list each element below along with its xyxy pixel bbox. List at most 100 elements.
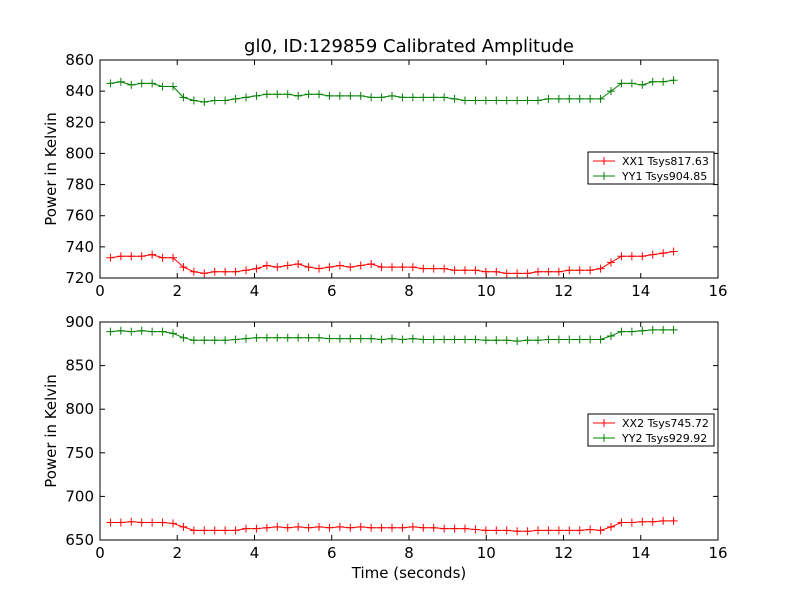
data-point bbox=[388, 91, 397, 100]
data-point bbox=[179, 333, 188, 342]
data-point bbox=[586, 94, 595, 103]
data-point bbox=[450, 266, 459, 275]
data-point bbox=[346, 523, 355, 532]
data-point bbox=[304, 333, 313, 342]
data-point bbox=[335, 91, 344, 100]
data-point bbox=[346, 334, 355, 343]
legend-label: YY1 Tsys904.85 bbox=[621, 170, 707, 183]
data-point bbox=[638, 326, 647, 335]
data-point bbox=[471, 335, 480, 344]
data-point bbox=[148, 79, 157, 88]
data-point bbox=[137, 79, 146, 88]
data-point bbox=[502, 526, 511, 535]
y-tick-label: 720 bbox=[65, 269, 94, 287]
data-point bbox=[189, 267, 198, 276]
data-point bbox=[669, 516, 678, 525]
data-point bbox=[481, 267, 490, 276]
y-tick-label: 650 bbox=[65, 531, 94, 549]
data-point bbox=[440, 93, 449, 102]
data-point bbox=[325, 334, 334, 343]
data-point bbox=[398, 335, 407, 344]
data-point bbox=[513, 527, 522, 536]
data-point bbox=[471, 266, 480, 275]
x-tick-label: 10 bbox=[477, 544, 496, 562]
data-point bbox=[471, 525, 480, 534]
data-point bbox=[335, 522, 344, 531]
data-point bbox=[502, 96, 511, 105]
x-tick-label: 0 bbox=[95, 544, 105, 562]
data-point bbox=[252, 524, 261, 533]
data-point bbox=[335, 261, 344, 270]
data-point bbox=[648, 77, 657, 86]
legend-box bbox=[587, 151, 715, 185]
y-tick-label: 860 bbox=[65, 51, 94, 69]
data-point bbox=[607, 258, 616, 267]
data-point bbox=[148, 250, 157, 259]
data-point bbox=[429, 93, 438, 102]
data-point bbox=[179, 522, 188, 531]
data-point bbox=[627, 518, 636, 527]
data-point bbox=[356, 522, 365, 531]
y-tick-label: 800 bbox=[65, 144, 94, 162]
x-tick-label: 16 bbox=[708, 282, 727, 300]
data-point bbox=[659, 77, 668, 86]
data-point bbox=[158, 518, 167, 527]
top-plot: 0 2 4 6 8 10 12 14 16 720 740 760 780 800 820 840 860 XX1… bbox=[65, 51, 727, 300]
y-tick-label: 850 bbox=[65, 357, 94, 375]
data-point bbox=[534, 267, 543, 276]
data-point bbox=[575, 526, 584, 535]
data-point bbox=[659, 325, 668, 334]
data-point bbox=[127, 517, 136, 526]
y-tick-label: 750 bbox=[65, 444, 94, 462]
data-point bbox=[607, 331, 616, 340]
data-point bbox=[200, 98, 209, 107]
data-point bbox=[471, 96, 480, 105]
x-tick-label: 12 bbox=[554, 282, 573, 300]
data-point bbox=[262, 90, 271, 99]
y-tick-label: 800 bbox=[65, 400, 94, 418]
data-point bbox=[200, 269, 209, 278]
data-point bbox=[221, 526, 230, 535]
data-point bbox=[304, 90, 313, 99]
data-point bbox=[388, 263, 397, 272]
data-point bbox=[315, 90, 324, 99]
data-point bbox=[607, 87, 616, 96]
data-point bbox=[638, 80, 647, 89]
data-point bbox=[523, 269, 532, 278]
data-point bbox=[596, 335, 605, 344]
data-point bbox=[325, 91, 334, 100]
x-tick-label: 6 bbox=[327, 544, 337, 562]
data-point bbox=[586, 525, 595, 534]
legend-marker bbox=[600, 172, 608, 180]
x-tick-label: 8 bbox=[404, 282, 414, 300]
data-point bbox=[127, 252, 136, 261]
data-point bbox=[169, 82, 178, 91]
data-point bbox=[283, 90, 292, 99]
data-point bbox=[596, 94, 605, 103]
data-point bbox=[575, 266, 584, 275]
data-point bbox=[534, 526, 543, 535]
data-point bbox=[554, 94, 563, 103]
data-point bbox=[523, 96, 532, 105]
data-point bbox=[221, 96, 230, 105]
data-point bbox=[367, 523, 376, 532]
data-point bbox=[565, 94, 574, 103]
data-point bbox=[158, 253, 167, 262]
data-point bbox=[554, 267, 563, 276]
data-point bbox=[461, 524, 470, 533]
data-point bbox=[242, 524, 251, 533]
data-point bbox=[377, 263, 386, 272]
legend-marker bbox=[600, 434, 608, 442]
data-point bbox=[627, 252, 636, 261]
data-point bbox=[586, 335, 595, 344]
data-point bbox=[481, 96, 490, 105]
data-point bbox=[544, 94, 553, 103]
data-point bbox=[586, 266, 595, 275]
data-point bbox=[575, 335, 584, 344]
data-point bbox=[116, 518, 125, 527]
data-point bbox=[356, 334, 365, 343]
x-tick-label: 16 bbox=[708, 544, 727, 562]
data-point bbox=[148, 518, 157, 527]
data-point bbox=[575, 94, 584, 103]
